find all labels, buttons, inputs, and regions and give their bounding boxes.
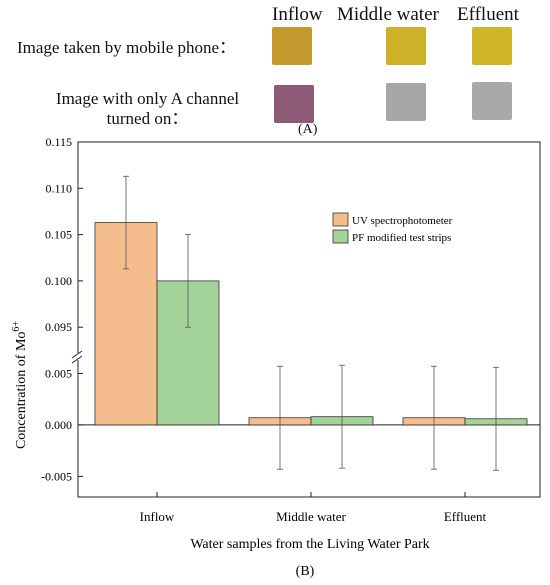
plot-frame	[77, 141, 541, 498]
error-bar-pf-1	[339, 364, 345, 469]
swatch-phone-inflow	[272, 27, 312, 65]
legend-swatch	[332, 229, 349, 244]
y-tick-label: 0.005	[45, 366, 72, 380]
panel-a-caption: (A)	[298, 122, 318, 137]
y-tick-label: 0.095	[45, 320, 72, 334]
swatch-phone-effluent	[472, 27, 512, 65]
row-label-a-channel-line1: Image with only A channel	[55, 89, 240, 108]
error-bar-uv-1	[277, 365, 283, 470]
legend-label: PF modified test strips	[352, 232, 451, 244]
bar-chart: 0.095 0.100 0.105 0.110 0.115 -0.005 0.000 0.00…	[11, 135, 541, 579]
swatch-a-channel-middle-water	[386, 83, 426, 121]
y-tick-label: -0.005	[41, 469, 72, 483]
y-tick-label: 0.115	[45, 135, 72, 149]
swatch-a-channel-inflow	[274, 85, 314, 123]
error-bar-pf-0	[185, 234, 191, 328]
row-label-a-channel-line2: turned on：	[106, 109, 189, 128]
y-tick-label: 0.100	[45, 274, 72, 288]
error-bar-uv-0	[123, 175, 129, 270]
x-axis-label: Water samples from the Living Water Park	[190, 537, 429, 552]
swatch-a-channel-effluent	[472, 82, 512, 120]
axis-break-mark	[71, 350, 83, 364]
x-tick-label: Effluent	[444, 509, 487, 524]
legend-swatch	[332, 212, 349, 227]
panel-b-caption: (B)	[296, 564, 315, 579]
error-bar-pf-2	[493, 366, 499, 471]
row-label-a-channel: Image with only A channel turned on：	[25, 89, 270, 129]
x-tick-label: Middle water	[276, 509, 346, 524]
column-header-middle-water: Middle water	[337, 4, 439, 25]
y-tick-label: 0.105	[45, 228, 72, 242]
y-axis-label: Concentration of Mo6+	[11, 321, 29, 449]
column-header-inflow: Inflow	[272, 4, 323, 25]
swatch-phone-middle-water	[386, 27, 426, 65]
row-label-mobile-phone: Image taken by mobile phone：	[17, 38, 237, 57]
y-tick-label: 0.110	[45, 181, 72, 195]
column-header-effluent: Effluent	[457, 4, 519, 25]
x-tick-label: Inflow	[140, 509, 175, 524]
legend-label: UV spectrophotometer	[352, 215, 453, 227]
y-tick-label: 0.000	[45, 418, 72, 432]
error-bar-uv-2	[431, 365, 437, 470]
